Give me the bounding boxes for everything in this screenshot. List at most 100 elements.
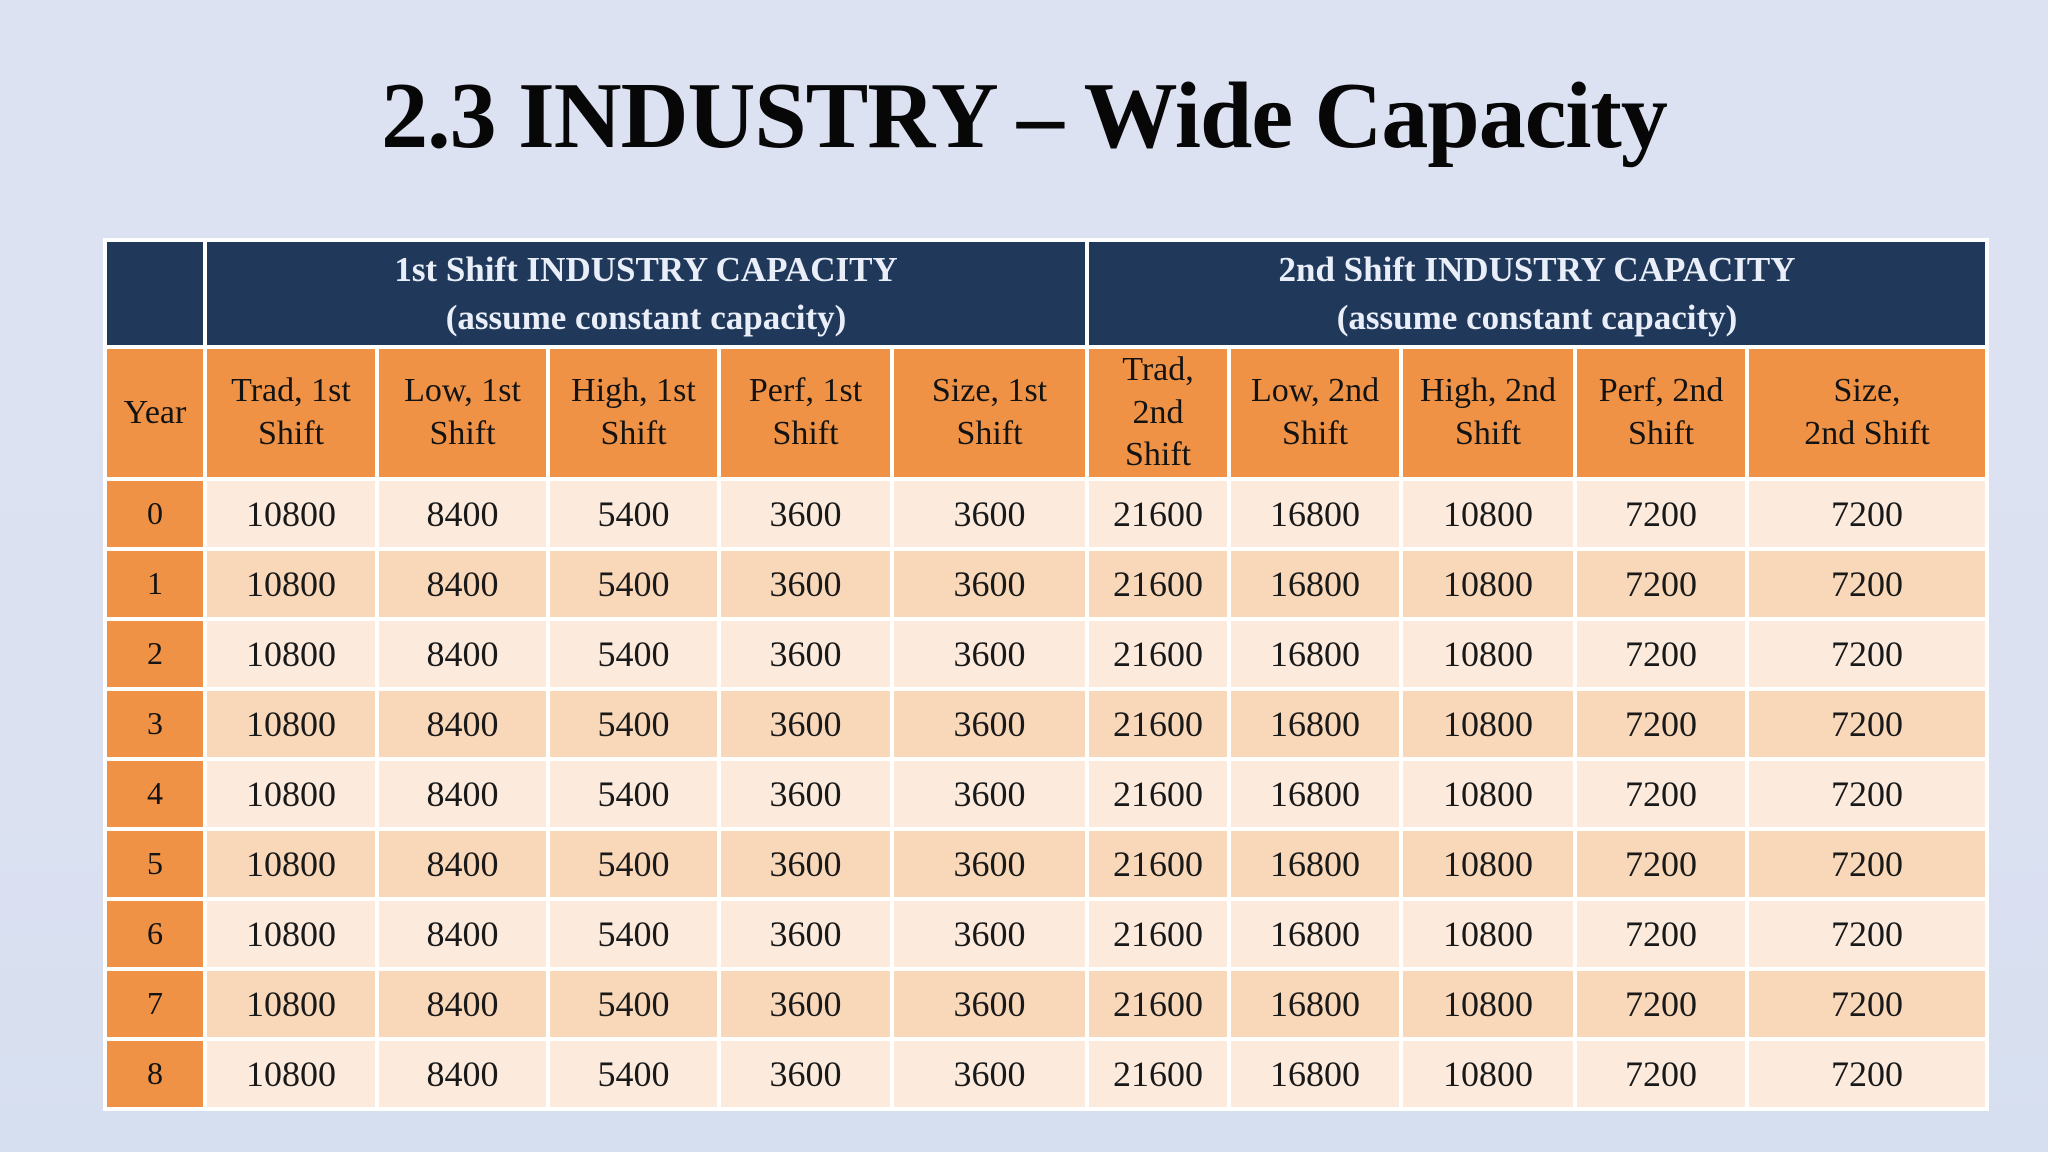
value-cell: 7200 xyxy=(1749,760,1986,827)
value-cell: 5400 xyxy=(550,760,717,827)
value-cell: 7200 xyxy=(1749,620,1986,687)
value-cell: 7200 xyxy=(1749,830,1986,897)
value-cell: 8400 xyxy=(379,970,546,1037)
value-cell: 5400 xyxy=(550,550,717,617)
value-cell: 8400 xyxy=(379,900,546,967)
value-cell: 16800 xyxy=(1231,900,1400,967)
value-cell: 3600 xyxy=(894,690,1086,757)
year-cell: 3 xyxy=(107,690,203,757)
value-cell: 10800 xyxy=(207,900,375,967)
value-cell: 8400 xyxy=(379,760,546,827)
value-cell: 10800 xyxy=(207,830,375,897)
value-cell: 3600 xyxy=(894,830,1086,897)
value-cell: 16800 xyxy=(1231,550,1400,617)
value-cell: 8400 xyxy=(379,480,546,547)
value-cell: 5400 xyxy=(550,690,717,757)
group-header-2nd-subtitle: (assume constant capacity) xyxy=(1336,297,1738,337)
column-header: Low, 2nd Shift xyxy=(1231,349,1400,477)
value-cell: 5400 xyxy=(550,970,717,1037)
column-header-row: Year Trad, 1st Shift Low, 1st Shift High, 1… xyxy=(107,349,1986,477)
value-cell: 7200 xyxy=(1749,480,1986,547)
value-cell: 7200 xyxy=(1577,550,1746,617)
value-cell: 10800 xyxy=(1403,690,1574,757)
value-cell: 7200 xyxy=(1577,830,1746,897)
value-cell: 3600 xyxy=(721,620,890,687)
corner-cell xyxy=(107,242,203,345)
table-head: 1st Shift INDUSTRY CAPACITY (assume cons… xyxy=(107,242,1986,477)
table-row: 7 10800 8400 5400 3600 3600 21600 16800 10800 720… xyxy=(107,970,1986,1037)
value-cell: 10800 xyxy=(207,550,375,617)
value-cell: 7200 xyxy=(1749,690,1986,757)
value-cell: 7200 xyxy=(1749,1040,1986,1107)
table-row: 6 10800 8400 5400 3600 3600 21600 16800 10800 720… xyxy=(107,900,1986,967)
value-cell: 16800 xyxy=(1231,830,1400,897)
column-header: Size, 2nd Shift xyxy=(1749,349,1986,477)
year-cell: 4 xyxy=(107,760,203,827)
value-cell: 5400 xyxy=(550,900,717,967)
value-cell: 16800 xyxy=(1231,1040,1400,1107)
value-cell: 16800 xyxy=(1231,690,1400,757)
value-cell: 21600 xyxy=(1089,760,1228,827)
year-cell: 8 xyxy=(107,1040,203,1107)
value-cell: 21600 xyxy=(1089,690,1228,757)
value-cell: 3600 xyxy=(894,970,1086,1037)
value-cell: 3600 xyxy=(894,550,1086,617)
group-header-2nd-shift: 2nd Shift INDUSTRY CAPACITY (assume cons… xyxy=(1089,242,1986,345)
value-cell: 3600 xyxy=(894,760,1086,827)
group-header-1st-shift: 1st Shift INDUSTRY CAPACITY (assume cons… xyxy=(207,242,1086,345)
table-body: 0 10800 8400 5400 3600 3600 21600 16800 10800 720… xyxy=(107,480,1986,1107)
value-cell: 10800 xyxy=(1403,970,1574,1037)
column-header: Perf, 1st Shift xyxy=(721,349,890,477)
group-header-1st-title: 1st Shift INDUSTRY CAPACITY xyxy=(394,250,898,290)
value-cell: 3600 xyxy=(721,970,890,1037)
value-cell: 21600 xyxy=(1089,550,1228,617)
column-header: High, 1st Shift xyxy=(550,349,717,477)
value-cell: 8400 xyxy=(379,690,546,757)
year-cell: 6 xyxy=(107,900,203,967)
value-cell: 8400 xyxy=(379,550,546,617)
slide-title: 2.3 INDUSTRY – Wide Capacity xyxy=(381,64,1668,168)
column-header: Perf, 2nd Shift xyxy=(1577,349,1746,477)
value-cell: 7200 xyxy=(1577,1040,1746,1107)
value-cell: 16800 xyxy=(1231,480,1400,547)
value-cell: 3600 xyxy=(721,1040,890,1107)
group-header-row: 1st Shift INDUSTRY CAPACITY (assume cons… xyxy=(107,242,1986,345)
value-cell: 7200 xyxy=(1749,900,1986,967)
value-cell: 21600 xyxy=(1089,1040,1228,1107)
value-cell: 8400 xyxy=(379,1040,546,1107)
value-cell: 8400 xyxy=(379,620,546,687)
value-cell: 3600 xyxy=(894,480,1086,547)
year-cell: 5 xyxy=(107,830,203,897)
value-cell: 7200 xyxy=(1749,550,1986,617)
value-cell: 7200 xyxy=(1749,970,1986,1037)
column-header: Trad, 2nd Shift xyxy=(1089,349,1228,477)
column-header: Size, 1st Shift xyxy=(894,349,1086,477)
year-cell: 0 xyxy=(107,480,203,547)
value-cell: 10800 xyxy=(207,970,375,1037)
value-cell: 7200 xyxy=(1577,900,1746,967)
value-cell: 10800 xyxy=(1403,1040,1574,1107)
value-cell: 16800 xyxy=(1231,620,1400,687)
year-cell: 7 xyxy=(107,970,203,1037)
value-cell: 10800 xyxy=(1403,550,1574,617)
value-cell: 5400 xyxy=(550,480,717,547)
value-cell: 3600 xyxy=(894,900,1086,967)
value-cell: 21600 xyxy=(1089,480,1228,547)
value-cell: 3600 xyxy=(721,480,890,547)
column-header: Low, 1st Shift xyxy=(379,349,546,477)
value-cell: 16800 xyxy=(1231,970,1400,1037)
value-cell: 16800 xyxy=(1231,760,1400,827)
value-cell: 10800 xyxy=(1403,830,1574,897)
table-row: 0 10800 8400 5400 3600 3600 21600 16800 10800 720… xyxy=(107,480,1986,547)
year-column-header: Year xyxy=(107,349,203,477)
table-row: 1 10800 8400 5400 3600 3600 21600 16800 10800 720… xyxy=(107,550,1986,617)
group-header-1st-subtitle: (assume constant capacity) xyxy=(445,297,847,337)
value-cell: 10800 xyxy=(1403,760,1574,827)
value-cell: 5400 xyxy=(550,1040,717,1107)
value-cell: 10800 xyxy=(1403,620,1574,687)
value-cell: 21600 xyxy=(1089,970,1228,1037)
value-cell: 5400 xyxy=(550,830,717,897)
column-header: High, 2nd Shift xyxy=(1403,349,1574,477)
value-cell: 10800 xyxy=(207,690,375,757)
column-header: Trad, 1st Shift xyxy=(207,349,375,477)
